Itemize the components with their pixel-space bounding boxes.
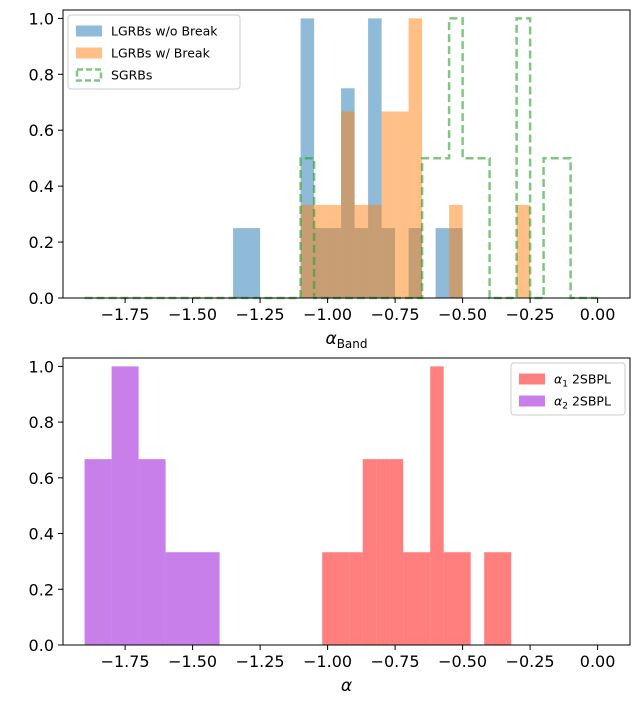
bar-2-3: [327, 204, 342, 298]
x-tick-label: −0.25: [506, 305, 555, 324]
y-tick-label: 0.2: [29, 580, 54, 599]
x-tick-label: −1.00: [303, 305, 352, 324]
bar-2-9: [408, 18, 423, 299]
bar-2-1: [84, 459, 112, 645]
bar-2-11: [516, 204, 531, 298]
bar-1-1: [233, 228, 261, 298]
x-tick-label: −0.50: [438, 652, 487, 671]
bar-2-3: [138, 459, 166, 645]
bar-2-10: [449, 204, 463, 298]
series-2: [84, 366, 220, 645]
legend-frame: [67, 14, 241, 90]
y-tick-label: 0.0: [29, 289, 54, 308]
y-tick-label: 0.6: [29, 121, 54, 140]
legend-swatch: [76, 47, 102, 59]
x-tick-label: 0.00: [580, 305, 616, 324]
series-3: [84, 17, 598, 300]
legend-swatch: [519, 373, 545, 385]
y-tick-label: 0.8: [29, 65, 54, 84]
legend-label: α1 2SBPL: [554, 372, 611, 390]
y-tick-label: 1.0: [29, 357, 54, 376]
x-tick-label: −0.50: [438, 305, 487, 324]
y-tick-label: 0.4: [29, 177, 54, 196]
x-tick-label: −1.00: [303, 652, 352, 671]
bar-1-6: [403, 552, 431, 645]
x-tick-label: −0.75: [371, 305, 420, 324]
bar-1-2: [349, 552, 363, 645]
x-tick-label: −1.25: [236, 652, 285, 671]
legend-label: LGRBs w/o Break: [111, 24, 218, 39]
legend: LGRBs w/o Break LGRBs w/ Break SGRBs: [67, 14, 241, 90]
legend-label: α2 2SBPL: [554, 394, 611, 412]
legend-swatch: [75, 68, 103, 82]
x-tick-label: −1.50: [168, 652, 217, 671]
y-tick-label: 0.6: [29, 469, 54, 488]
step-line-sgrbs: [84, 17, 598, 300]
x-tick-label: 0.00: [580, 652, 616, 671]
bar-1-3: [362, 459, 377, 645]
x-tick-label: −1.75: [101, 652, 150, 671]
series-1: [322, 366, 512, 645]
axes-frame: [62, 357, 631, 646]
bar-2-4: [165, 552, 220, 645]
x-tick-label: −1.75: [101, 305, 150, 324]
y-tick-label: 0.4: [29, 525, 54, 544]
bar-2-6: [368, 204, 382, 298]
y-tick-label: 0.0: [29, 636, 54, 655]
legend-swatch: [76, 25, 102, 37]
legend: α1 2SBPL α2 2SBPL: [510, 362, 626, 416]
bar-2-1: [300, 204, 315, 298]
x-axis-label: α: [341, 676, 352, 696]
x-axis-label: αBand: [325, 329, 367, 351]
panel-top-histogram: −1.75 −1.50 −1.25 −1.00 −0.75 −0.50 −0.25 0.00 0…: [29, 9, 631, 351]
bar-2-7: [381, 111, 396, 299]
bar-1-9: [484, 552, 512, 645]
y-tick-label: 0.2: [29, 233, 54, 252]
legend-swatch: [519, 395, 545, 407]
y-tick-label: 0.8: [29, 413, 54, 432]
bar-1-8: [443, 552, 471, 645]
bar-2-5: [354, 204, 369, 298]
y-tick-label: 1.0: [29, 9, 54, 28]
legend-label: SGRBs: [111, 68, 152, 83]
axes-frame: [62, 9, 631, 299]
bar-2-2: [314, 204, 328, 298]
x-tick-label: −0.75: [371, 652, 420, 671]
x-tick-label: −1.25: [236, 305, 285, 324]
bar-2-4: [341, 111, 355, 299]
legend-label: LGRBs w/ Break: [111, 46, 211, 61]
bar-2-2: [111, 366, 139, 645]
bar-1-7: [430, 366, 444, 645]
bar-2-8: [395, 111, 409, 299]
bar-1-1: [322, 552, 350, 645]
bar-1-4: [376, 459, 390, 645]
series-2: [300, 18, 531, 299]
panel-bottom-histogram: −1.75 −1.50 −1.25 −1.00 −0.75 −0.50 −0.25 0.00 0…: [29, 357, 631, 696]
bar-1-10: [435, 228, 450, 298]
x-tick-label: −1.50: [168, 305, 217, 324]
bar-1-5: [389, 459, 404, 645]
x-tick-label: −0.25: [506, 652, 555, 671]
